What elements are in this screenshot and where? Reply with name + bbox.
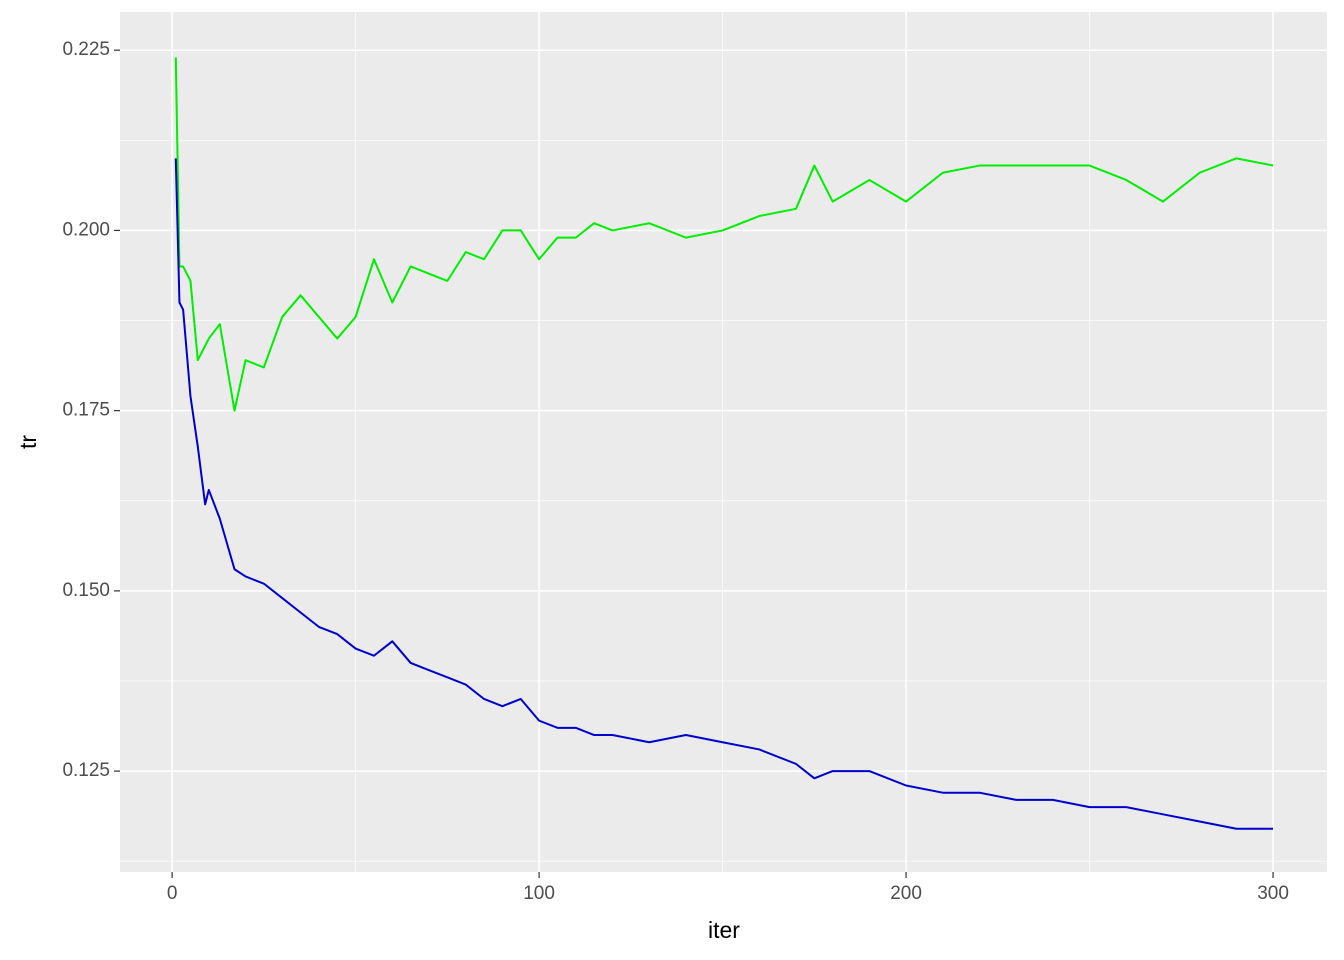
x-axis-title: iter [708,917,740,943]
y-tick-label: 0.150 [62,580,110,601]
series-line [174,57,1274,412]
series-line [174,158,1274,830]
y-tick-label: 0.225 [62,39,110,60]
x-tick-label: 200 [890,883,922,904]
x-tick-label: 0 [167,883,178,904]
y-axis-title: tr [15,435,41,449]
y-tick-label: 0.200 [62,219,110,240]
y-tick-label: 0.175 [62,400,110,421]
panel [120,12,1327,872]
y-tick-label: 0.125 [62,760,110,781]
x-tick-label: 300 [1257,883,1289,904]
x-tick-label: 100 [523,883,555,904]
